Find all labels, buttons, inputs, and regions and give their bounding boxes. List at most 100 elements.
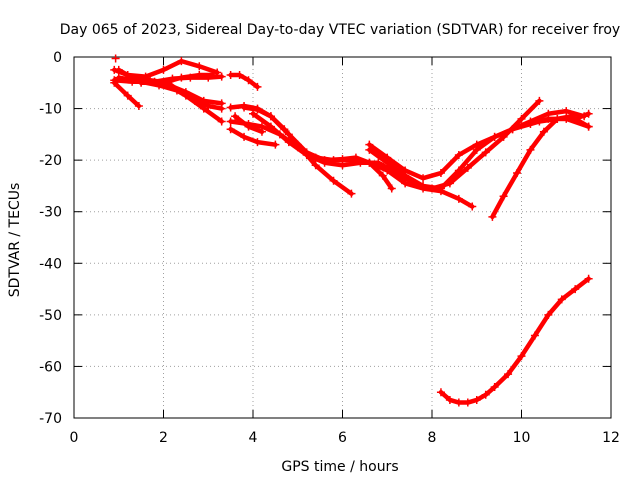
data-point <box>217 117 226 126</box>
data-point <box>240 132 249 141</box>
data-point <box>159 78 168 87</box>
data-point <box>454 194 463 203</box>
data-point <box>159 65 168 74</box>
data-point <box>504 370 513 379</box>
data-point <box>378 171 387 180</box>
data-point <box>284 130 293 139</box>
chart-title: Day 065 of 2023, Sidereal Day-to-day VTE… <box>60 22 620 38</box>
data-point <box>544 310 553 319</box>
data-point <box>481 148 490 157</box>
series-line <box>537 111 591 124</box>
data-series <box>110 54 593 407</box>
data-point <box>490 132 499 141</box>
y-axis-label: SDTVAR / TECUs <box>7 183 23 298</box>
data-point <box>445 395 454 404</box>
data-point <box>208 71 217 80</box>
data-point <box>253 82 262 91</box>
series-arc8 <box>111 54 120 63</box>
data-point <box>114 65 123 74</box>
axis-ticks: 0 2 4 6 8 10 12 0 -10 -20 -30 -40 -50 -60 -70 <box>39 50 620 446</box>
data-point <box>231 112 240 121</box>
data-point <box>244 122 253 131</box>
data-point <box>526 120 535 129</box>
data-point <box>557 295 566 304</box>
x-tick-label: 4 <box>249 430 258 446</box>
data-point <box>226 71 235 80</box>
data-point <box>535 117 544 126</box>
data-point <box>217 72 226 81</box>
data-point <box>226 125 235 134</box>
data-point <box>508 125 517 134</box>
data-point <box>387 184 396 193</box>
data-point <box>419 174 428 183</box>
data-point <box>226 117 235 126</box>
data-point <box>195 62 204 71</box>
data-point <box>266 112 275 121</box>
series-arc14 <box>226 125 280 149</box>
series-arc19 <box>535 109 593 126</box>
data-point <box>271 140 280 149</box>
data-point <box>454 166 463 175</box>
data-point <box>463 163 472 172</box>
data-point <box>217 99 226 108</box>
data-point <box>490 383 499 392</box>
data-point <box>539 127 548 136</box>
data-point <box>436 184 445 193</box>
data-point <box>530 331 539 340</box>
data-point <box>199 96 208 105</box>
data-point <box>226 103 235 112</box>
data-point <box>513 169 522 178</box>
x-tick-label: 12 <box>602 430 620 446</box>
data-point <box>374 158 383 167</box>
data-point <box>401 171 410 180</box>
data-point <box>436 388 445 397</box>
data-point <box>468 202 477 211</box>
data-point <box>195 71 204 80</box>
data-point <box>137 76 146 85</box>
data-point <box>134 101 143 110</box>
data-point <box>419 181 428 190</box>
data-point <box>553 114 562 123</box>
data-point <box>499 192 508 201</box>
data-point <box>436 169 445 178</box>
data-point <box>365 145 374 154</box>
data-point <box>584 122 593 131</box>
series-arc6 <box>137 76 226 108</box>
data-point <box>311 161 320 170</box>
data-point <box>181 88 190 97</box>
data-point <box>177 73 186 82</box>
data-point <box>123 91 132 100</box>
data-point <box>244 76 253 85</box>
data-point <box>383 158 392 167</box>
x-axis-label: GPS time / hours <box>281 459 398 475</box>
x-tick-label: 2 <box>159 430 168 446</box>
data-point <box>114 73 123 82</box>
series-line <box>228 126 278 147</box>
data-point <box>472 145 481 154</box>
y-tick-label: -40 <box>39 256 62 272</box>
data-point <box>488 212 497 221</box>
data-point <box>535 96 544 105</box>
data-point <box>338 161 347 170</box>
data-point <box>257 127 266 136</box>
data-point <box>110 78 119 87</box>
data-point <box>526 145 535 154</box>
y-tick-label: 0 <box>53 50 62 66</box>
x-tick-label: 6 <box>338 430 347 446</box>
x-tick-label: 8 <box>428 430 437 446</box>
series-arc7 <box>110 78 143 110</box>
y-tick-label: -30 <box>39 205 62 221</box>
data-point <box>472 395 481 404</box>
data-point <box>177 57 186 66</box>
x-tick-label: 10 <box>513 430 531 446</box>
data-point <box>481 390 490 399</box>
data-point <box>302 150 311 159</box>
series-arc20 <box>436 274 593 407</box>
series-arc15 <box>231 112 266 136</box>
data-point <box>249 109 257 118</box>
data-point <box>347 189 356 198</box>
y-tick-label: -10 <box>39 102 62 118</box>
data-point <box>253 105 262 114</box>
